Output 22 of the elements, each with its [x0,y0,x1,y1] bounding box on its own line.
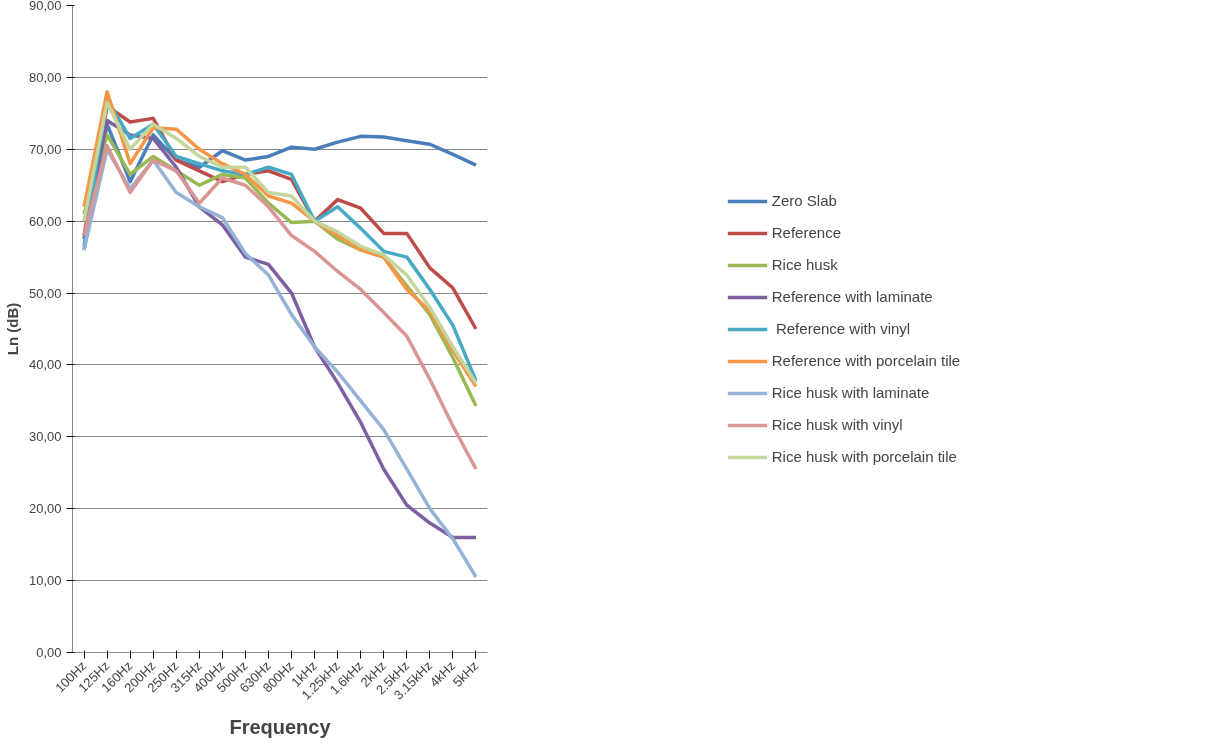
legend-label: Rice husk with laminate [771,384,930,401]
x-axis-title: Frequency [229,715,332,738]
y-tick-label: 0,00 [36,645,62,660]
y-tick-label: 20,00 [28,501,62,517]
y-tick-label: 40,00 [28,357,62,373]
legend-label: Zero Slab [771,192,837,209]
y-tick-label: 80,00 [28,69,62,85]
y-tick-label: 50,00 [28,285,62,301]
legend-label: Rice husk [771,256,838,273]
y-tick-label: 60,00 [28,213,62,229]
line-series [82,143,478,471]
legend-label: Rice husk with vinyl [771,416,903,433]
y-tick-label: 30,00 [28,429,62,445]
y-tick-label: 90,00 [28,0,62,13]
legend-label: Reference with laminate [771,288,933,305]
y-tick-label: 10,00 [28,573,62,589]
y-axis-title: Ln (dB) [3,302,21,356]
legend-label: Rice husk with porcelain tile [771,448,957,465]
legend-label: Reference [771,224,841,241]
legend-label: Reference with vinyl [774,320,911,337]
y-tick-label: 70,00 [28,141,62,157]
legend-label: Reference with porcelain tile [771,352,961,369]
